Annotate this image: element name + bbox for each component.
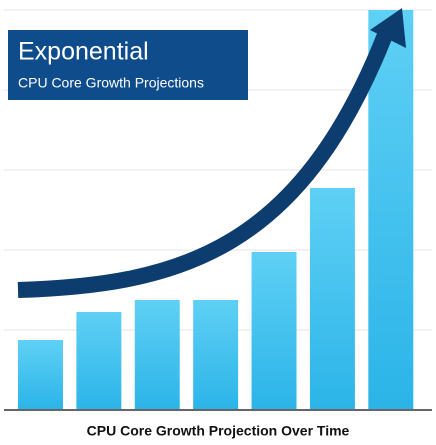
bar <box>18 340 63 410</box>
bar <box>193 300 239 410</box>
bars <box>18 10 414 410</box>
trend-arrow <box>17 32 393 298</box>
bar <box>251 252 297 410</box>
bar <box>309 188 355 410</box>
chart-title: Exponential <box>18 38 149 66</box>
bar <box>134 300 180 410</box>
title-box <box>8 30 248 100</box>
chart-subtitle: CPU Core Growth Projections <box>18 75 204 91</box>
x-axis-label: CPU Core Growth Projection Over Time <box>87 423 350 439</box>
arrow-head <box>370 8 406 48</box>
bar <box>76 312 122 410</box>
